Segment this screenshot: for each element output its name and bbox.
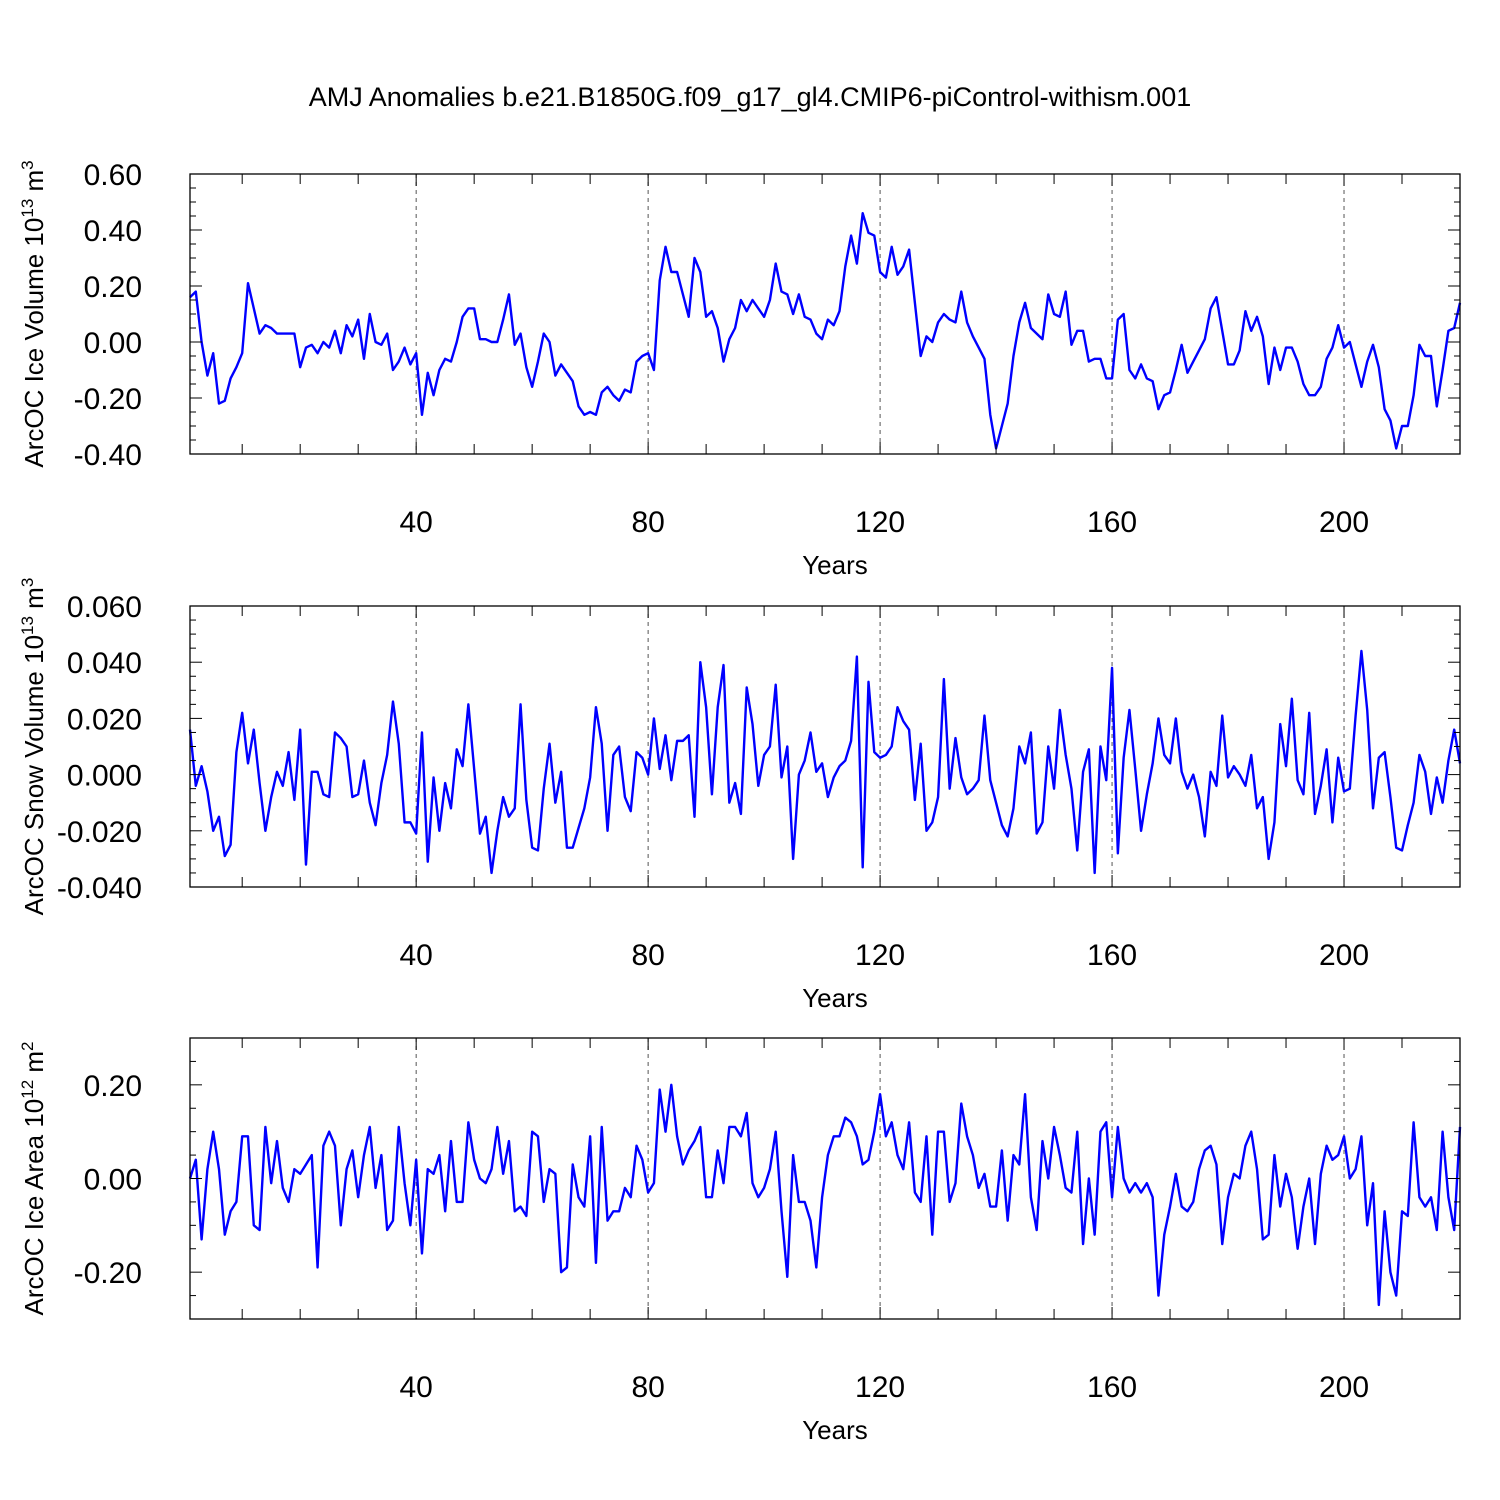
y-axis-label-text: m [19, 1051, 49, 1080]
x-tick-label: 40 [399, 1371, 432, 1404]
x-axis-label: Years [802, 550, 868, 580]
y-axis-label-text: m [19, 170, 49, 199]
x-tick-label: 200 [1319, 506, 1369, 539]
y-tick-label: 0.000 [67, 760, 142, 793]
y-axis-label-superscript: 12 [18, 1080, 37, 1099]
x-tick-label: 160 [1087, 939, 1137, 972]
chart-panel-1: 40 80 120 160 200 -0.40 -0.20 0.00 0.20 0.40 0.60 Y… [18, 159, 1462, 580]
plot-frame [189, 605, 1461, 888]
y-axis-label-text: ArcOC Ice Volume 10 [19, 218, 49, 468]
y-tick-label: 0.060 [67, 591, 142, 624]
y-tick-label: -0.20 [74, 383, 142, 416]
y-axis-label-superscript: 3 [18, 578, 37, 587]
series-line-1 [189, 211, 1462, 450]
y-tick-label: 0.20 [84, 1070, 142, 1103]
y-axis-label-text: ArcOC Snow Volume 10 [19, 635, 49, 915]
y-tick-label: 0.00 [84, 1164, 142, 1197]
y-axis-label-superscript: 13 [18, 199, 37, 218]
y-axis-label-text: m [19, 587, 49, 616]
x-tick-label: 40 [399, 506, 432, 539]
chart-panel-3: 40 80 120 160 200 -0.20 0.00 0.20 Years ArcOC Ice… [18, 1037, 1462, 1445]
y-tick-label: 0.40 [84, 215, 142, 248]
x-tick-label: 120 [855, 1371, 905, 1404]
x-tick-label: 160 [1087, 1371, 1137, 1404]
y-tick-label: 0.20 [84, 271, 142, 304]
x-axis-label: Years [802, 1415, 868, 1445]
series-line-1 [188, 1083, 1462, 1307]
chart-panel-2: 40 80 120 160 200 -0.040 -0.020 0.000 0.020 0.040… [18, 578, 1462, 1013]
y-axis-label: ArcOC Ice Area 1012 m2 [18, 1041, 49, 1315]
figure-title: AMJ Anomalies b.e21.B1850G.f09_g17_gl4.C… [309, 82, 1191, 112]
y-axis-label-superscript: 3 [18, 160, 37, 169]
panels: 40 80 120 160 200 -0.40 -0.20 0.00 0.20 0.40 0.60 Y… [18, 159, 1462, 1445]
y-axis-label-text: ArcOC Ice Area 10 [19, 1099, 49, 1316]
y-tick-label: 0.60 [84, 159, 142, 192]
x-axis-label: Years [802, 983, 868, 1013]
x-tick-label: 40 [399, 939, 432, 972]
x-tick-label: 200 [1319, 1371, 1369, 1404]
x-tick-label: 80 [631, 506, 664, 539]
y-tick-label: 0.00 [84, 327, 142, 360]
y-axis-label-superscript: 2 [18, 1041, 37, 1050]
x-tick-label: 80 [631, 1371, 664, 1404]
x-tick-label: 160 [1087, 506, 1137, 539]
y-tick-label: -0.40 [74, 439, 142, 472]
x-tick-label: 120 [855, 506, 905, 539]
y-axis-label: ArcOC Snow Volume 1013 m3 [18, 578, 49, 916]
y-tick-label: -0.20 [74, 1257, 142, 1290]
y-tick-label: 0.020 [67, 703, 142, 736]
y-tick-label: -0.040 [57, 872, 142, 905]
y-axis-label: ArcOC Ice Volume 1013 m3 [18, 160, 49, 467]
plot-frame [189, 173, 1461, 455]
series-line-1 [188, 649, 1462, 875]
y-tick-label: -0.020 [57, 816, 142, 849]
x-tick-label: 200 [1319, 939, 1369, 972]
y-tick-label: 0.040 [67, 647, 142, 680]
x-tick-label: 120 [855, 939, 905, 972]
y-axis-label-superscript: 13 [18, 616, 37, 635]
x-tick-label: 80 [631, 939, 664, 972]
